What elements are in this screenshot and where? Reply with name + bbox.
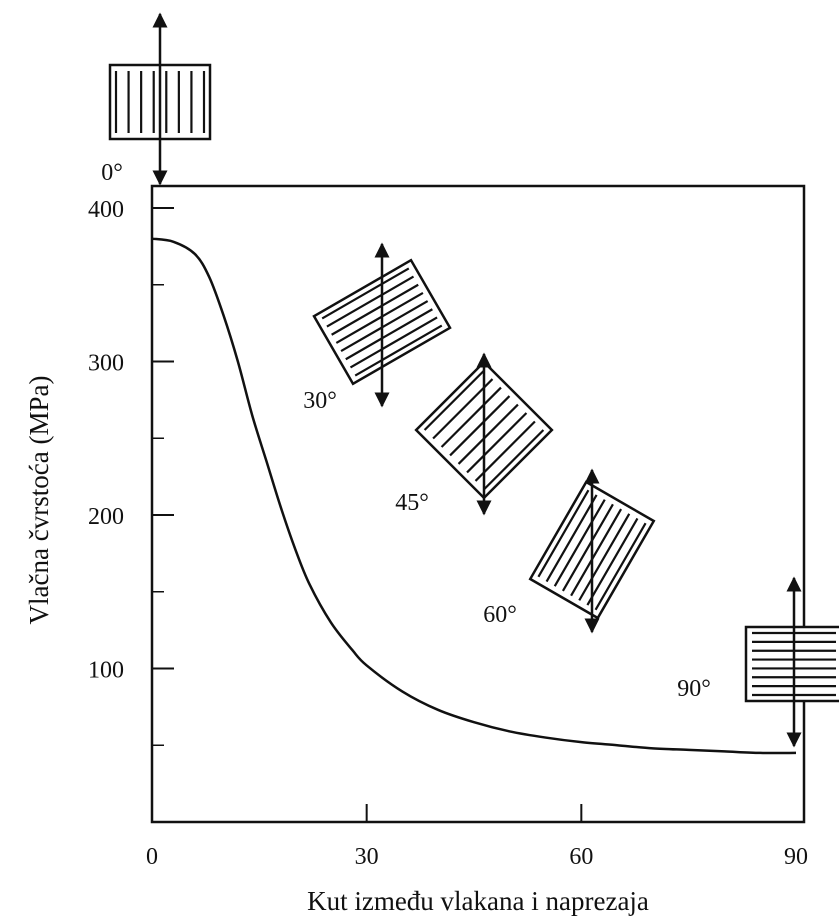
y-tick-label-100: 100	[88, 658, 124, 684]
angle-label-30: 30°	[303, 388, 337, 414]
fiber-90-box	[744, 625, 839, 703]
y-axis-tick-labels: 100 200 300 400	[88, 197, 124, 684]
plot-frame	[150, 184, 806, 824]
angle-label-0: 0°	[101, 160, 123, 186]
x-axis-label: Kut između vlakana i naprezaja	[307, 886, 649, 916]
angle-labels: 0° 30° 45° 60° 90°	[101, 160, 711, 702]
angle-label-60: 60°	[483, 602, 517, 628]
fiber-orientation-diagrams	[108, 12, 839, 748]
x-tick-label-0: 0	[146, 844, 158, 870]
x-axis-tick-labels: 0 30 60 90	[146, 844, 808, 870]
x-tick-label-60: 60	[569, 844, 593, 870]
y-tick-label-400: 400	[88, 197, 124, 223]
y-axis-ticks	[152, 207, 174, 746]
x-axis-ticks	[365, 804, 583, 822]
x-tick-label-30: 30	[355, 844, 379, 870]
y-tick-label-300: 300	[88, 351, 124, 377]
x-tick-label-90: 90	[784, 844, 808, 870]
angle-label-90: 90°	[677, 676, 711, 702]
series-line	[151, 237, 797, 755]
y-axis-label: Vlačna čvrstoća (MPa)	[24, 376, 54, 625]
angle-label-45: 45°	[395, 490, 429, 516]
y-tick-label-200: 200	[88, 504, 124, 530]
